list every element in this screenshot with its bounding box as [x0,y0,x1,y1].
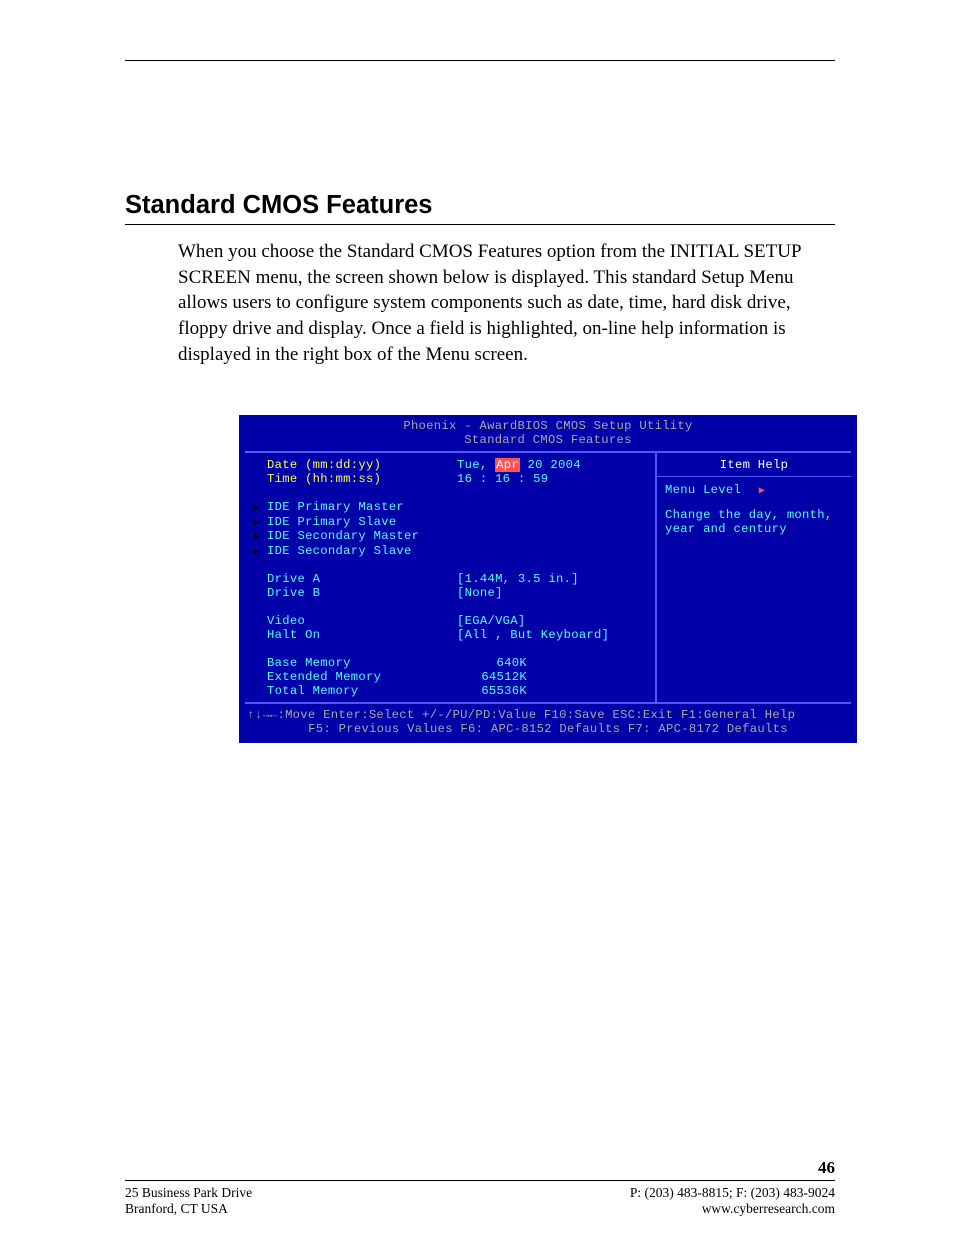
triangle-icon: ▶ [759,486,765,497]
help-text: Change the day, month, year and century [665,508,843,536]
date-row[interactable]: Date (mm:dd:yy) Tue, Apr 20 2004 [253,458,647,472]
footer-address-1: 25 Business Park Drive [125,1185,252,1201]
menu-level: Menu Level ▶ [665,483,843,498]
ide-primary-master[interactable]: ▶ IDE Primary Master [253,500,647,515]
heading-rule [125,224,835,225]
item-help-title: Item Help [665,458,843,472]
footer-keys-2: F5: Previous Values F6: APC-8152 Default… [247,722,849,736]
bios-screenshot: Phoenix - AwardBIOS CMOS Setup Utility S… [239,415,857,743]
halt-on-row[interactable]: Halt On [All , But Keyboard] [253,628,647,642]
footer-address-2: Branford, CT USA [125,1201,228,1217]
time-row[interactable]: Time (hh:mm:ss) 16 : 16 : 59 [253,472,647,486]
bios-title-2: Standard CMOS Features [239,433,857,447]
triangle-icon: ▶ [253,547,259,558]
date-label: Date (mm:dd:yy) [267,458,457,472]
help-divider [657,476,851,477]
bios-header: Phoenix - AwardBIOS CMOS Setup Utility S… [239,415,857,447]
total-memory-row: Total Memory 65536K [253,684,647,698]
triangle-icon: ▶ [253,518,259,529]
time-value: 16 : 16 : 59 [457,472,548,486]
base-memory-row: Base Memory 640K [253,656,647,670]
footer-rule [125,1180,835,1181]
drive-a-row[interactable]: Drive A [1.44M, 3.5 in.] [253,572,647,586]
triangle-icon: ▶ [253,532,259,543]
video-row[interactable]: Video [EGA/VGA] [253,614,647,628]
ide-primary-slave[interactable]: ▶ IDE Primary Slave [253,515,647,530]
bios-left-panel: Date (mm:dd:yy) Tue, Apr 20 2004 Time (h… [245,453,655,702]
footer-keys-1: ↑↓→←:Move Enter:Select +/-/PU/PD:Value F… [247,708,849,722]
extended-memory-row: Extended Memory 64512K [253,670,647,684]
page-number: 46 [125,1158,835,1178]
bios-title-1: Phoenix - AwardBIOS CMOS Setup Utility [239,419,857,433]
ide-secondary-slave[interactable]: ▶ IDE Secondary Slave [253,544,647,559]
footer-phone: P: (203) 483-8815; F: (203) 483-9024 [630,1185,835,1201]
top-rule [125,60,835,61]
ide-secondary-master[interactable]: ▶ IDE Secondary Master [253,529,647,544]
drive-b-row[interactable]: Drive B [None] [253,586,647,600]
bios-body: Date (mm:dd:yy) Tue, Apr 20 2004 Time (h… [245,451,851,704]
page-content: Standard CMOS Features When you choose t… [125,60,835,367]
page-footer: 46 25 Business Park Drive P: (203) 483-8… [125,1158,835,1217]
time-label: Time (hh:mm:ss) [267,472,457,486]
body-paragraph: When you choose the Standard CMOS Featur… [178,239,808,367]
bios-help-panel: Item Help Menu Level ▶ Change the day, m… [655,453,851,702]
triangle-icon: ▶ [253,503,259,514]
footer-web: www.cyberresearch.com [702,1201,835,1217]
date-month-selected[interactable]: Apr [495,458,520,472]
date-value: Tue, Apr 20 2004 [457,458,581,472]
section-heading: Standard CMOS Features [125,191,835,220]
bios-footer: ↑↓→←:Move Enter:Select +/-/PU/PD:Value F… [239,704,857,740]
